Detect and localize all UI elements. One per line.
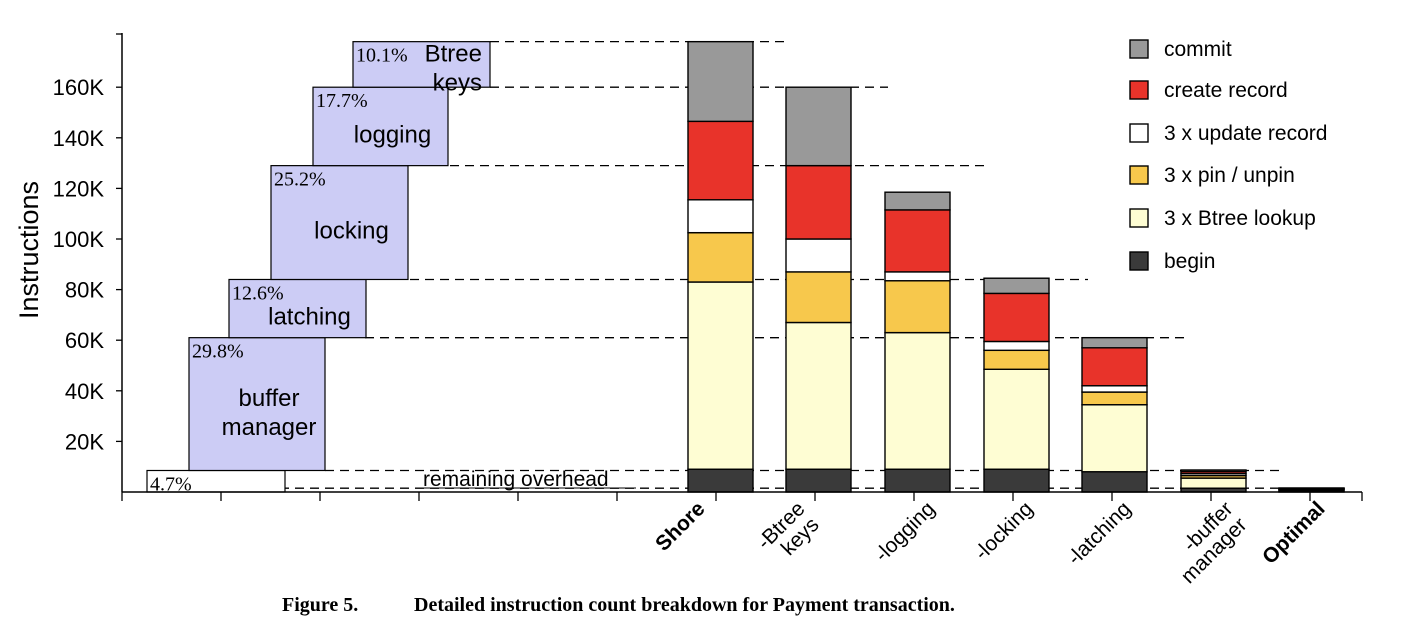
breakdown-box: [312, 86, 449, 167]
legend-swatch: [1129, 165, 1149, 185]
bar-segment-3-x-pin-unpin: [884, 280, 951, 334]
breakdown-name-label: locking: [314, 218, 389, 245]
bar-segment-3-x-btree-lookup: [1081, 404, 1148, 473]
legend-label: 3 x update record: [1164, 122, 1327, 145]
bar-segment-commit: [884, 191, 951, 211]
bar-segment-create-record: [1081, 347, 1148, 387]
bar-segment-3-x-update-record: [785, 238, 852, 273]
breakdown-percent-label: 4.7%: [150, 473, 192, 495]
legend-label: 3 x Btree lookup: [1164, 207, 1316, 230]
legend-label: commit: [1164, 38, 1232, 61]
remaining-overhead-label: remaining overhead: [423, 468, 609, 491]
bar-segment-create-record: [687, 120, 754, 201]
caption-label: Figure 5.: [282, 594, 359, 616]
y-tick-label: 40K: [65, 379, 104, 404]
bar-segment-3-x-pin-unpin: [785, 271, 852, 324]
breakdown-name-label: Btree: [425, 41, 482, 68]
breakdown-percent-label: 10.1%: [356, 45, 408, 67]
bar-segment-3-x-btree-lookup: [1180, 477, 1247, 489]
x-category-label: -locking: [970, 497, 1037, 564]
bar-segment-create-record: [983, 292, 1050, 343]
legend-label: begin: [1164, 250, 1215, 273]
bar-segment-begin: [785, 468, 852, 493]
bar-segment-3-x-pin-unpin: [1081, 391, 1148, 406]
breakdown-name-label: manager: [222, 414, 317, 441]
bar-segment-commit: [1278, 487, 1345, 490]
caption-text: Detailed instruction count breakdown for…: [414, 594, 955, 616]
x-category-label: Optimal: [1258, 497, 1330, 569]
breakdown-name-label: latching: [268, 304, 351, 331]
breakdown-name-label: buffer: [239, 385, 300, 412]
x-category-label: -logging: [870, 497, 939, 566]
y-tick-label: 100K: [53, 227, 105, 252]
bar-segment-commit: [687, 40, 754, 123]
bar-segment-create-record: [785, 164, 852, 240]
breakdown-box: [352, 41, 491, 88]
breakdown-name-label: keys: [433, 70, 482, 97]
bar-segment-begin: [1081, 471, 1148, 493]
bar-segment-3-x-pin-unpin: [983, 349, 1050, 370]
bar-segment-3-x-update-record: [1081, 385, 1148, 393]
y-tick-label: 60K: [65, 328, 104, 353]
bar-segment-3-x-pin-unpin: [687, 231, 754, 283]
y-tick-label: 140K: [53, 126, 105, 151]
y-tick-label: 80K: [65, 278, 104, 303]
y-tick-label: 20K: [65, 429, 104, 454]
x-category-label: -latching: [1063, 497, 1135, 569]
breakdown-box: [228, 278, 367, 339]
y-tick-label: 160K: [53, 75, 105, 100]
y-tick-label: 120K: [53, 176, 105, 201]
bar-segment-commit: [983, 277, 1050, 295]
legend-swatch: [1129, 208, 1149, 228]
bar-segment-begin: [884, 468, 951, 493]
legend-label: create record: [1164, 79, 1288, 102]
bar-segment-begin: [983, 468, 1050, 493]
legend-swatch: [1129, 251, 1149, 271]
breakdown-percent-label: 25.2%: [274, 169, 326, 191]
bar-segment-3-x-update-record: [687, 199, 754, 234]
legend-label: 3 x pin / unpin: [1164, 164, 1295, 187]
y-axis-title: Instructions: [14, 181, 44, 319]
breakdown-percent-label: 29.8%: [192, 341, 244, 363]
bar-segment-commit: [1180, 469, 1247, 473]
bar-segment-commit: [1081, 336, 1148, 349]
bar-segment-3-x-update-record: [983, 340, 1050, 352]
bar-segment-3-x-update-record: [884, 271, 951, 282]
breakdown-name-label: logging: [354, 121, 431, 148]
bar-segment-begin: [687, 468, 754, 493]
bar-segment-commit: [785, 86, 852, 167]
bar-segment-3-x-btree-lookup: [983, 368, 1050, 470]
bar-segment-3-x-btree-lookup: [884, 331, 951, 470]
breakdown-box: [270, 165, 409, 281]
legend-swatch: [1129, 123, 1149, 143]
bar-segment-3-x-btree-lookup: [785, 321, 852, 470]
breakdown-percent-label: 17.7%: [316, 90, 368, 112]
bar-segment-3-x-btree-lookup: [687, 281, 754, 470]
bar-segment-create-record: [884, 209, 951, 273]
breakdown-percent-label: 12.6%: [232, 282, 284, 304]
x-category-label: Shore: [651, 497, 709, 555]
legend-swatch: [1129, 39, 1149, 59]
figure-caption: Figure 5. Detailed instruction count bre…: [0, 592, 1406, 622]
legend-swatch: [1129, 80, 1149, 100]
